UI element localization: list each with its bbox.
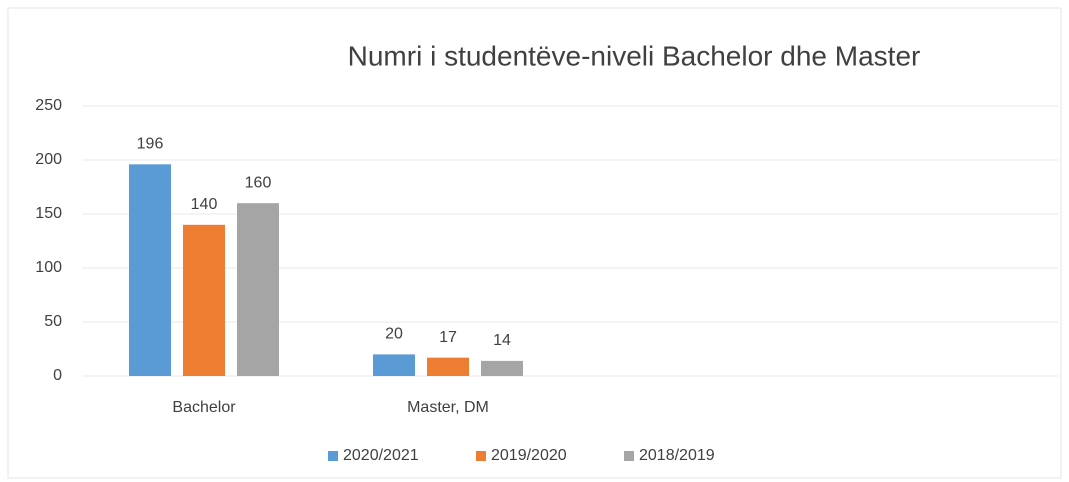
legend-label: 2019/2020 (491, 447, 567, 464)
y-tick-label: 100 (35, 259, 62, 276)
y-tick-label: 250 (35, 97, 62, 114)
legend-swatch (328, 451, 338, 461)
bar (481, 360, 523, 376)
y-tick-label: 50 (44, 313, 62, 330)
x-tick-label: Bachelor (172, 399, 236, 416)
bar (427, 357, 469, 376)
data-label: 14 (493, 332, 511, 349)
y-tick-label: 150 (35, 205, 62, 222)
data-label: 20 (385, 326, 403, 343)
legend-swatch (476, 451, 486, 461)
bar (183, 224, 225, 376)
y-tick-label: 0 (53, 367, 62, 384)
data-label: 140 (191, 196, 218, 213)
y-tick-label: 200 (35, 151, 62, 168)
data-label: 160 (245, 174, 272, 191)
data-label: 196 (137, 136, 164, 153)
bar (373, 354, 415, 376)
legend-label: 2018/2019 (639, 447, 715, 464)
legend-swatch (624, 451, 634, 461)
legend-label: 2020/2021 (343, 447, 419, 464)
x-tick-label: Master, DM (407, 399, 489, 416)
bar (237, 203, 279, 376)
chart-frame (7, 7, 1062, 479)
data-label: 17 (439, 329, 457, 346)
chart-title: Numri i studentëve-niveli Bachelor dhe M… (348, 40, 921, 71)
bar (129, 164, 171, 376)
